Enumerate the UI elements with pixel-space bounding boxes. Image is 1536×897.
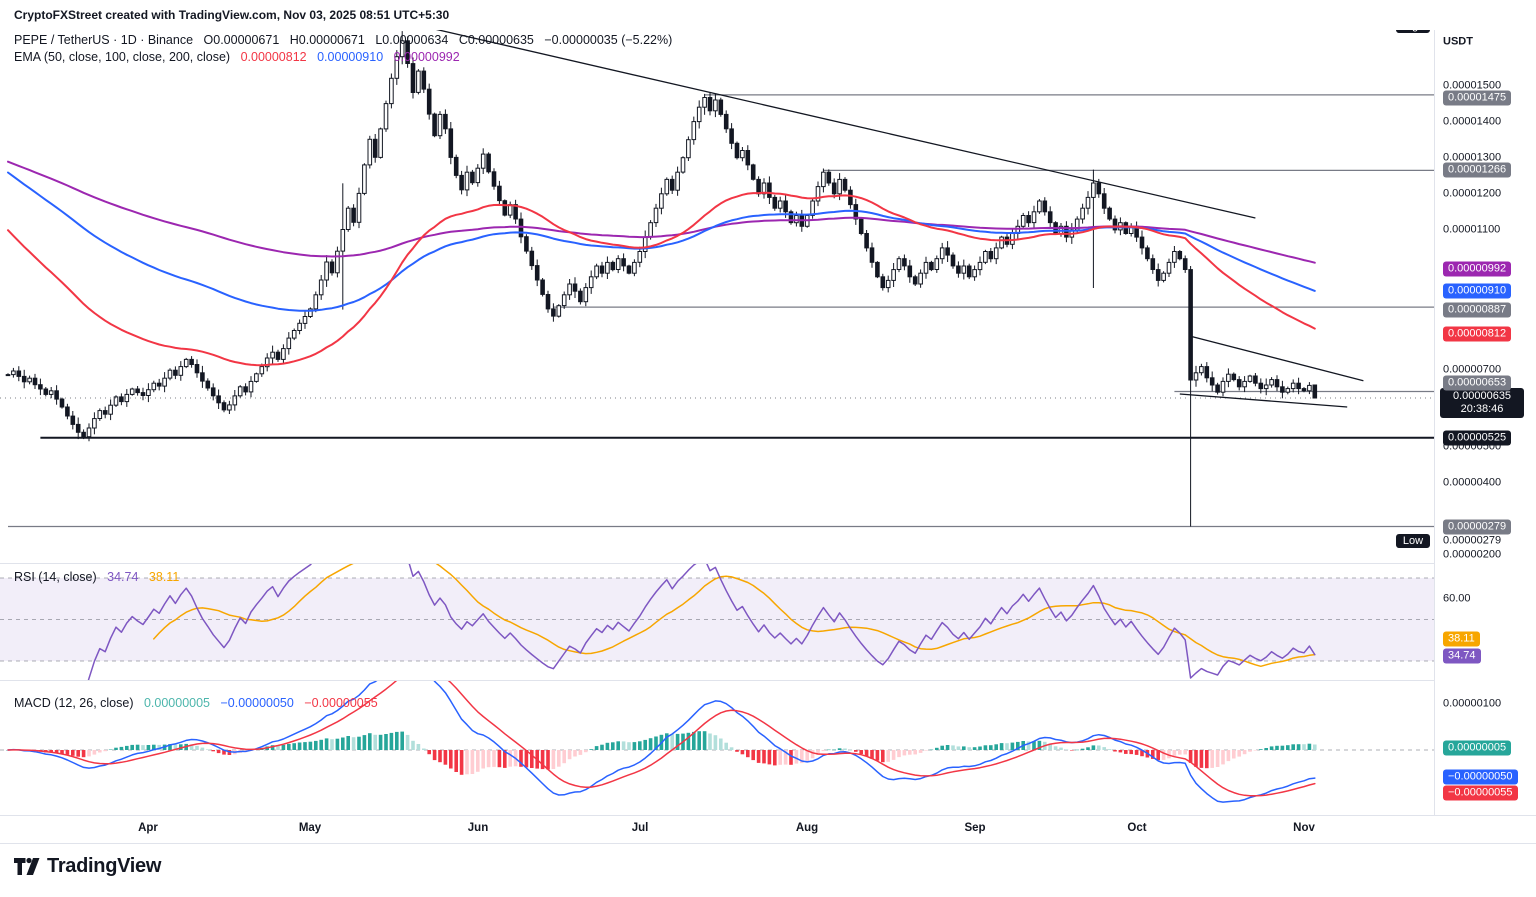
time-axis-label[interactable]: Sep bbox=[964, 822, 986, 834]
price-tick: 0.00000812 bbox=[1443, 326, 1512, 342]
macd-tick: −0.00000055 bbox=[1443, 785, 1518, 801]
price-tick: 0.00001300 bbox=[1443, 151, 1502, 164]
price-tick: 0.00001475 bbox=[1443, 90, 1512, 106]
rsi-tick: 60.00 bbox=[1443, 592, 1471, 605]
rsi-tick: 34.74 bbox=[1443, 648, 1481, 664]
macd-histogram[interactable] bbox=[6, 731, 1317, 775]
macd-line[interactable] bbox=[7, 680, 1316, 803]
macd-value: −0.00000050 bbox=[220, 696, 294, 710]
macd-hist-value: 0.00000005 bbox=[143, 696, 211, 710]
last-price-value: 0.00000635 bbox=[1452, 390, 1512, 403]
price-level-lines[interactable] bbox=[8, 94, 1434, 528]
ema-title[interactable]: EMA (50, close, 100, close, 200, close) bbox=[14, 50, 231, 64]
price-tick: 0.00000992 bbox=[1443, 261, 1512, 277]
open-value: O0.00000671 bbox=[203, 33, 280, 47]
rsi-title[interactable]: RSI (14, close) bbox=[14, 570, 97, 584]
time-axis-label[interactable]: Aug bbox=[795, 822, 819, 834]
macd-tick: −0.00000050 bbox=[1443, 769, 1518, 785]
title-bar: CryptoFXStreet created with TradingView.… bbox=[0, 0, 1536, 30]
tradingview-logo[interactable]: TradingView bbox=[14, 855, 161, 878]
price-tick: 0.00000500 bbox=[1443, 440, 1502, 453]
time-axis-label[interactable]: Apr bbox=[138, 822, 158, 834]
rsi-ma-line[interactable] bbox=[153, 563, 1316, 668]
ema100-value: 0.00000910 bbox=[317, 50, 384, 64]
bar-countdown: 20:38:46 bbox=[1460, 403, 1504, 416]
candles-layer[interactable] bbox=[5, 31, 1318, 527]
high-value: H0.00000671 bbox=[289, 33, 365, 47]
price-tick: 0.00000887 bbox=[1443, 302, 1512, 318]
rsi-indicator-legend[interactable]: RSI (14, close) 34.74 38.11 bbox=[14, 570, 186, 584]
time-axis-label[interactable]: May bbox=[298, 822, 322, 834]
time-axis[interactable]: Apr May Jun Jul Aug Sep Oct Nov bbox=[0, 815, 1536, 844]
price-tick: 0.00000910 bbox=[1443, 283, 1512, 299]
signal-line[interactable] bbox=[7, 680, 1316, 797]
rsi-pane[interactable] bbox=[0, 563, 1434, 680]
symbol-title[interactable]: PEPE / TetherUS · 1D · Binance bbox=[14, 33, 194, 47]
price-tick: 0.00000400 bbox=[1443, 476, 1502, 489]
time-axis-label[interactable]: Jul bbox=[631, 822, 649, 834]
price-tick: 0.00001100 bbox=[1443, 223, 1501, 236]
time-axis-label[interactable]: Oct bbox=[1127, 822, 1147, 834]
price-tick: 0.00001400 bbox=[1443, 115, 1502, 128]
last-price-badge: 0.00000635 20:38:46 bbox=[1440, 388, 1524, 419]
price-tick: 0.00000700 bbox=[1443, 363, 1502, 376]
ema50-value: 0.00000812 bbox=[240, 50, 307, 64]
tradingview-logo-icon bbox=[14, 857, 40, 875]
pane-separator[interactable] bbox=[0, 680, 1536, 681]
macd-pane[interactable] bbox=[0, 680, 1434, 815]
price-tick: 0.00001200 bbox=[1443, 187, 1502, 200]
pane-separator[interactable] bbox=[0, 563, 1536, 564]
rsi-ma-value: 38.11 bbox=[148, 570, 180, 584]
macd-indicator-legend[interactable]: MACD (12, 26, close) 0.00000005 −0.00000… bbox=[14, 696, 385, 710]
ema-indicator-legend[interactable]: EMA (50, close, 100, close, 200, close) … bbox=[14, 50, 467, 64]
price-tick: 0.00001500 bbox=[1443, 79, 1502, 92]
time-axis-label[interactable]: Nov bbox=[1293, 822, 1315, 834]
macd-signal-value: −0.00000055 bbox=[304, 696, 378, 710]
rsi-value: 34.74 bbox=[107, 570, 139, 584]
time-axis-label[interactable]: Jun bbox=[467, 822, 489, 834]
footer: TradingView bbox=[0, 843, 1536, 897]
ema-50-line[interactable] bbox=[7, 191, 1316, 367]
close-value: C0.00000635 bbox=[458, 33, 534, 47]
macd-title[interactable]: MACD (12, 26, close) bbox=[14, 696, 134, 710]
trendline-drawings[interactable] bbox=[429, 30, 1364, 408]
rsi-band-lines bbox=[0, 577, 1434, 662]
change-value: −0.00000035 (−5.22%) bbox=[544, 33, 673, 47]
tradingview-wordmark: TradingView bbox=[47, 855, 162, 877]
low-marker-badge: Low bbox=[1396, 534, 1430, 548]
ema-200-line[interactable] bbox=[7, 160, 1316, 264]
main-series-legend[interactable]: PEPE / TetherUS · 1D · Binance O0.000006… bbox=[14, 33, 679, 47]
price-tick: 0.00000525 bbox=[1443, 430, 1512, 446]
price-axis[interactable]: USDT 0.00000635 20:38:46 0.00000279 0.00… bbox=[1434, 30, 1536, 842]
main-price-pane[interactable] bbox=[0, 30, 1434, 563]
price-axis-unit: USDT bbox=[1443, 35, 1473, 48]
rsi-tick: 38.11 bbox=[1443, 631, 1480, 647]
macd-tick: 0.00000005 bbox=[1443, 740, 1512, 756]
low-value: L0.00000634 bbox=[375, 33, 449, 47]
credit-text: CryptoFXStreet created with TradingView.… bbox=[14, 8, 450, 22]
price-tick: 0.00000653 bbox=[1443, 375, 1512, 390]
macd-tick: 0.00000100 bbox=[1443, 697, 1502, 710]
price-tick: 0.00000200 bbox=[1443, 548, 1502, 561]
rsi-line[interactable] bbox=[84, 563, 1316, 680]
low-price-value: 0.00000279 bbox=[1443, 534, 1502, 547]
price-tick: 0.00000279 bbox=[1443, 519, 1512, 534]
price-tick: 0.00001266 bbox=[1443, 162, 1512, 178]
ema200-value: 0.00000992 bbox=[393, 50, 460, 64]
